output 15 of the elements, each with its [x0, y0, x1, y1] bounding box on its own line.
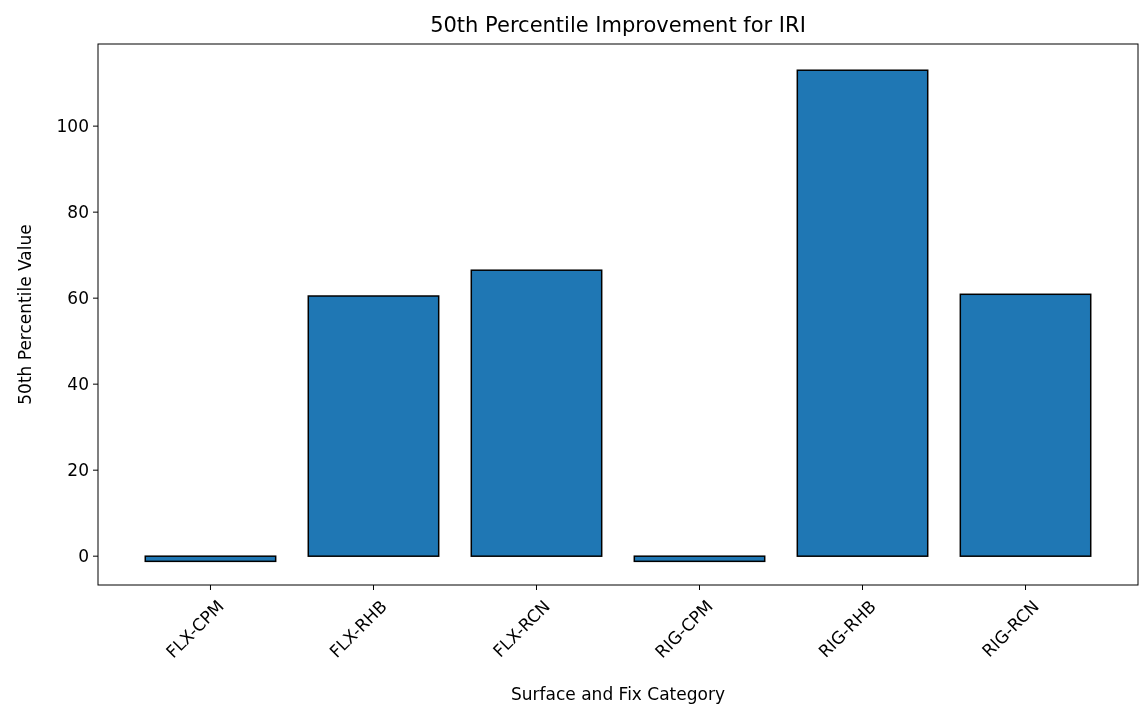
bar — [144, 555, 277, 563]
bar — [307, 295, 440, 557]
x-axis-title: Surface and Fix Category — [511, 684, 725, 704]
bar — [633, 555, 766, 563]
y-tick-label: 0 — [78, 546, 89, 567]
y-axis-title: 50th Percentile Value — [15, 224, 35, 405]
y-tick-label: 100 — [56, 116, 89, 137]
y-tick-label: 40 — [67, 374, 89, 395]
bar — [796, 69, 929, 557]
y-tick-label: 20 — [67, 460, 89, 481]
chart-title: 50th Percentile Improvement for IRI — [430, 13, 806, 37]
y-tick-label: 80 — [67, 202, 89, 223]
bar — [959, 293, 1092, 557]
y-tick-label: 60 — [67, 288, 89, 309]
bar — [470, 269, 603, 557]
